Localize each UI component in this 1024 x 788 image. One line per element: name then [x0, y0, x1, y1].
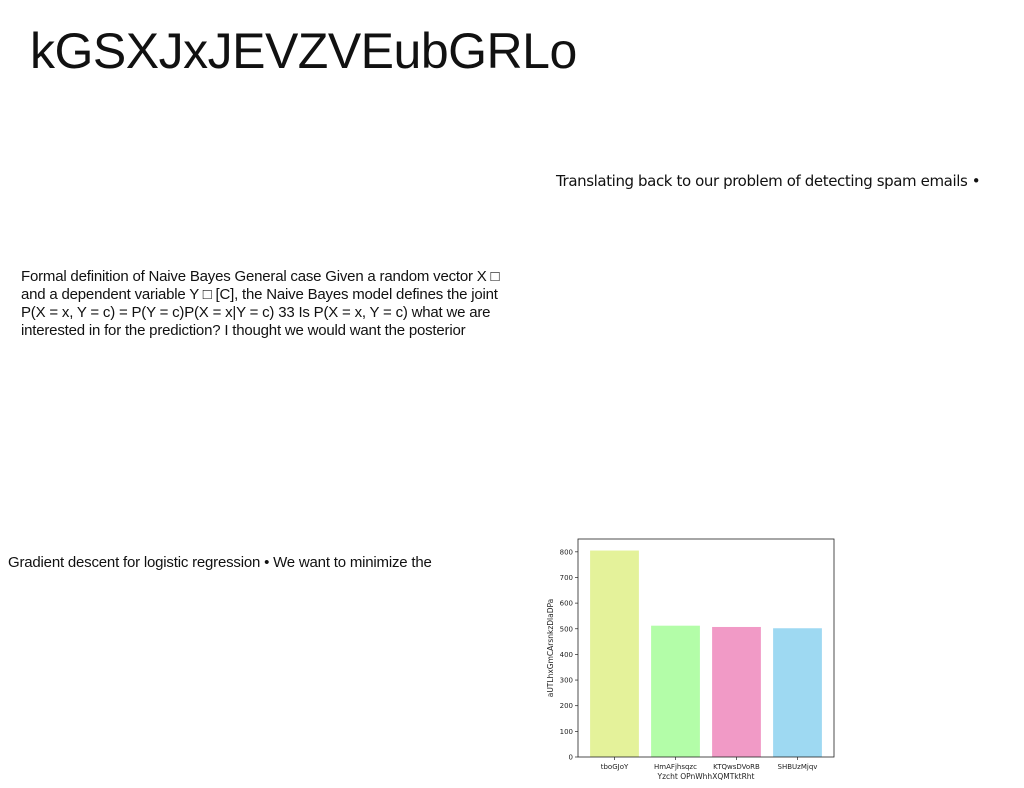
y-axis-ticks: 0 100 200 300 400 500 600 700 800	[560, 548, 578, 762]
y-tick-label: 600	[560, 600, 573, 608]
bar	[651, 625, 700, 757]
plot-frame	[577, 538, 835, 758]
page-title: kGSXJxJEVZVEubGRLo	[30, 23, 577, 79]
paragraph-line: and a dependent variable Y □ [C], the Na…	[21, 286, 498, 303]
y-tick-label: 400	[560, 651, 573, 659]
paragraph-line: interested in for the prediction? I thou…	[21, 322, 466, 339]
bar	[773, 628, 822, 757]
x-tick-label: tboGJoY	[601, 763, 629, 771]
y-axis-label: aUTLhxGmCArsnkzDlaDPa	[546, 599, 555, 698]
y-tick-label: 200	[560, 702, 573, 710]
y-tick-label: 700	[560, 574, 573, 582]
gradient-descent-text: Gradient descent for logistic regression…	[8, 554, 432, 571]
x-tick-label: SHBUzMjqv	[778, 763, 818, 771]
bar	[712, 626, 761, 757]
y-tick-label: 800	[560, 548, 573, 556]
x-tick-label: KTQwsDVoRB	[713, 763, 760, 771]
paragraph-line: P(X = x, Y = c) = P(Y = c)P(X = x|Y = c)…	[21, 304, 491, 321]
bar	[590, 550, 639, 757]
naive-bayes-paragraph: Formal definition of Naive Bayes General…	[21, 268, 561, 340]
y-tick-label: 0	[569, 754, 573, 762]
bar-chart: 0 100 200 300 400 500 600 700 800 tboGJoY HmAFjhs…	[546, 538, 835, 781]
y-tick-label: 300	[560, 677, 573, 685]
x-axis-tick-labels: tboGJoY HmAFjhsqzc KTQwsDVoRB SHBUzMjqv	[601, 757, 818, 771]
x-axis-label: Yzcht OPnWhhXQMTktRht	[657, 772, 755, 781]
spam-email-text: Translating back to our problem of detec…	[556, 172, 981, 190]
y-tick-label: 500	[560, 625, 573, 633]
x-tick-label: HmAFjhsqzc	[654, 763, 697, 771]
chart-bars	[590, 550, 822, 757]
paragraph-line: Formal definition of Naive Bayes General…	[21, 268, 500, 285]
y-tick-label: 100	[560, 728, 573, 736]
